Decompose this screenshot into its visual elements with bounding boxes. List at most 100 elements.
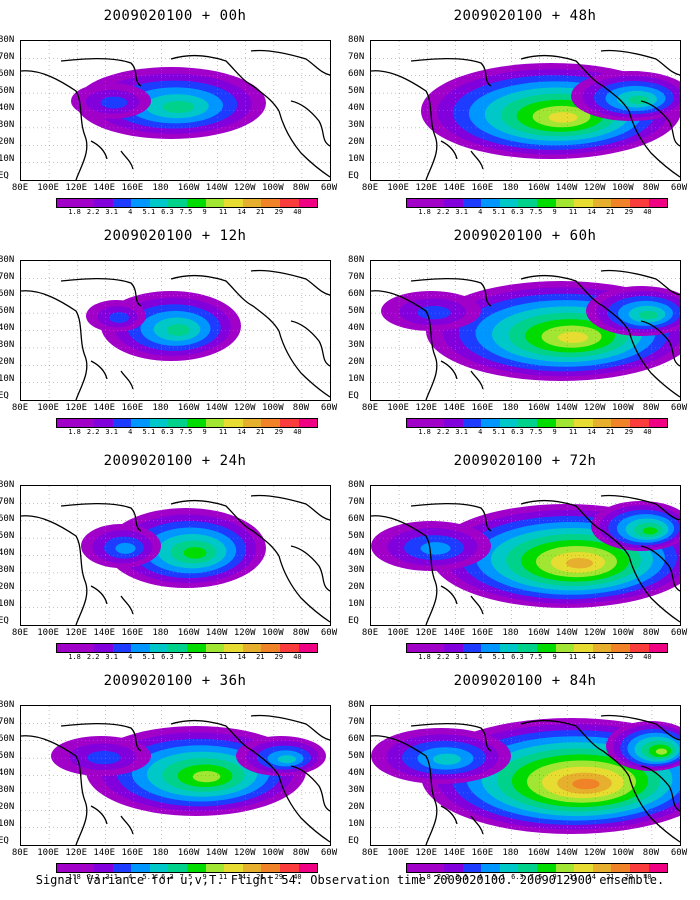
- panel-title: 2009020100 + 24h: [103, 453, 247, 469]
- lat-tick-label: EQ: [0, 171, 9, 181]
- colorbar-tick-label: 14: [587, 208, 596, 216]
- lon-tick-label: 120W: [583, 403, 606, 413]
- colorbar-swatch: [499, 419, 519, 427]
- colorbar-tick-label: 11: [568, 208, 578, 216]
- lon-tick-label: 100E: [37, 848, 59, 858]
- lon-tick-label: 160E: [471, 183, 494, 193]
- coastline: [120, 815, 134, 835]
- colorbar-swatch: [555, 644, 575, 652]
- coastline: [120, 595, 134, 615]
- lon-tick-label: 80W: [292, 628, 310, 638]
- lon-tick-label: 120E: [65, 848, 88, 858]
- coastline: [440, 360, 458, 380]
- colorbar-swatch: [444, 864, 463, 872]
- colorbar-tick-label: 2.2: [86, 873, 100, 881]
- lat-tick-label: 20N: [0, 357, 15, 367]
- colorbar-tick-label: 2.2: [436, 653, 450, 661]
- colorbar-swatch: [407, 419, 426, 427]
- colorbar-swatch: [187, 644, 206, 652]
- lon-tick-label: 120W: [583, 183, 606, 193]
- colorbar-swatch: [518, 419, 538, 427]
- colorbar-tick-label: 6.3: [511, 208, 524, 216]
- lat-tick-label: 10N: [0, 819, 15, 829]
- colorbar: [406, 198, 668, 208]
- colorbar-swatch: [592, 199, 612, 207]
- colorbar-tick-label: 11: [218, 873, 228, 881]
- colorbar-tick-label: 29: [624, 208, 634, 216]
- lon-tick-label: 160E: [121, 628, 144, 638]
- coastline: [90, 585, 108, 605]
- colorbar-tick-label: 14: [587, 873, 596, 881]
- colorbar-swatch: [629, 644, 649, 652]
- contour-level: [109, 312, 129, 323]
- colorbar-swatch: [555, 199, 575, 207]
- lat-tick-label: 70N: [348, 717, 365, 727]
- colorbar-swatch: [592, 419, 612, 427]
- colorbar-tick-label: 29: [624, 653, 634, 661]
- colorbar-swatch: [149, 644, 169, 652]
- colorbar-tick-label: 14: [587, 428, 596, 436]
- colorbar-tick-label: 40: [643, 873, 652, 881]
- colorbar-swatch: [94, 419, 113, 427]
- lon-tick-label: 80E: [11, 403, 29, 413]
- colorbar-tick-label: 7.5: [179, 208, 193, 216]
- lon-tick-label: 120E: [415, 628, 438, 638]
- colorbar-swatch: [75, 864, 95, 872]
- lon-tick-label: 80W: [292, 183, 310, 193]
- colorbar-tick-label: 2.2: [436, 208, 450, 216]
- colorbar-swatch: [481, 419, 500, 427]
- lon-tick-label: 100W: [611, 848, 634, 858]
- lon-tick-label: 100E: [37, 403, 59, 413]
- colorbar-tick-label: 29: [624, 428, 634, 436]
- lat-tick-label: 10N: [348, 819, 365, 829]
- colorbar-swatch: [611, 864, 630, 872]
- colorbar-swatch: [648, 199, 668, 207]
- variance-field: [21, 486, 330, 625]
- colorbar-swatch: [205, 644, 225, 652]
- contour-level: [278, 755, 296, 764]
- lat-tick-label: 40N: [348, 548, 365, 558]
- lon-tick-label: 120W: [233, 183, 256, 193]
- colorbar-swatch: [629, 864, 649, 872]
- lat-tick-label: 60N: [0, 289, 15, 299]
- lon-tick-label: 160W: [527, 848, 550, 858]
- lon-tick-label: 140E: [443, 628, 466, 638]
- colorbar-swatch: [444, 644, 463, 652]
- colorbar-swatch: [462, 864, 482, 872]
- lon-tick-label: 120E: [65, 403, 88, 413]
- lat-tick-label: 30N: [0, 785, 15, 795]
- lon-tick-label: 160W: [177, 628, 200, 638]
- lon-tick-label: 80E: [361, 848, 379, 858]
- colorbar-swatch: [131, 419, 150, 427]
- lat-tick-label: EQ: [0, 391, 9, 401]
- colorbar-tick-label: 3.1: [455, 428, 469, 436]
- coastline: [90, 805, 108, 825]
- lat-tick-label: 40N: [348, 103, 365, 113]
- colorbar-tick-label: 6.3: [161, 428, 174, 436]
- variance-field: [371, 706, 680, 845]
- colorbar-swatch: [205, 864, 225, 872]
- map-panel: 2009020100 + 84h 80N 70N 60N 50N 40N 30N 20N 10N…: [348, 665, 700, 885]
- lat-tick-label: 60N: [0, 514, 15, 524]
- colorbar-tick-label: 9: [202, 653, 207, 661]
- coastline: [410, 57, 492, 87]
- colorbar-tick-label: 2.2: [436, 873, 450, 881]
- coastline: [21, 735, 88, 845]
- colorbar-tick-label: 4: [478, 653, 483, 661]
- colorbar-tick-label: 5.1: [142, 873, 156, 881]
- colorbar-tick-label: 1.8: [418, 653, 431, 661]
- colorbar-swatch: [574, 864, 593, 872]
- coastline: [371, 515, 438, 625]
- colorbar-tick-label: 11: [218, 208, 228, 216]
- lat-tick-label: 30N: [0, 565, 15, 575]
- coastline: [371, 70, 438, 180]
- colorbar-swatch: [149, 419, 169, 427]
- colorbar-tick-label: 7.5: [529, 208, 543, 216]
- lat-tick-label: 80N: [0, 480, 15, 490]
- coastline: [60, 277, 142, 307]
- coastline: [278, 775, 330, 843]
- contour-level: [433, 753, 461, 765]
- map-plot-area: [20, 485, 331, 626]
- lat-tick-label: 70N: [348, 497, 365, 507]
- lon-tick-label: 120E: [65, 628, 88, 638]
